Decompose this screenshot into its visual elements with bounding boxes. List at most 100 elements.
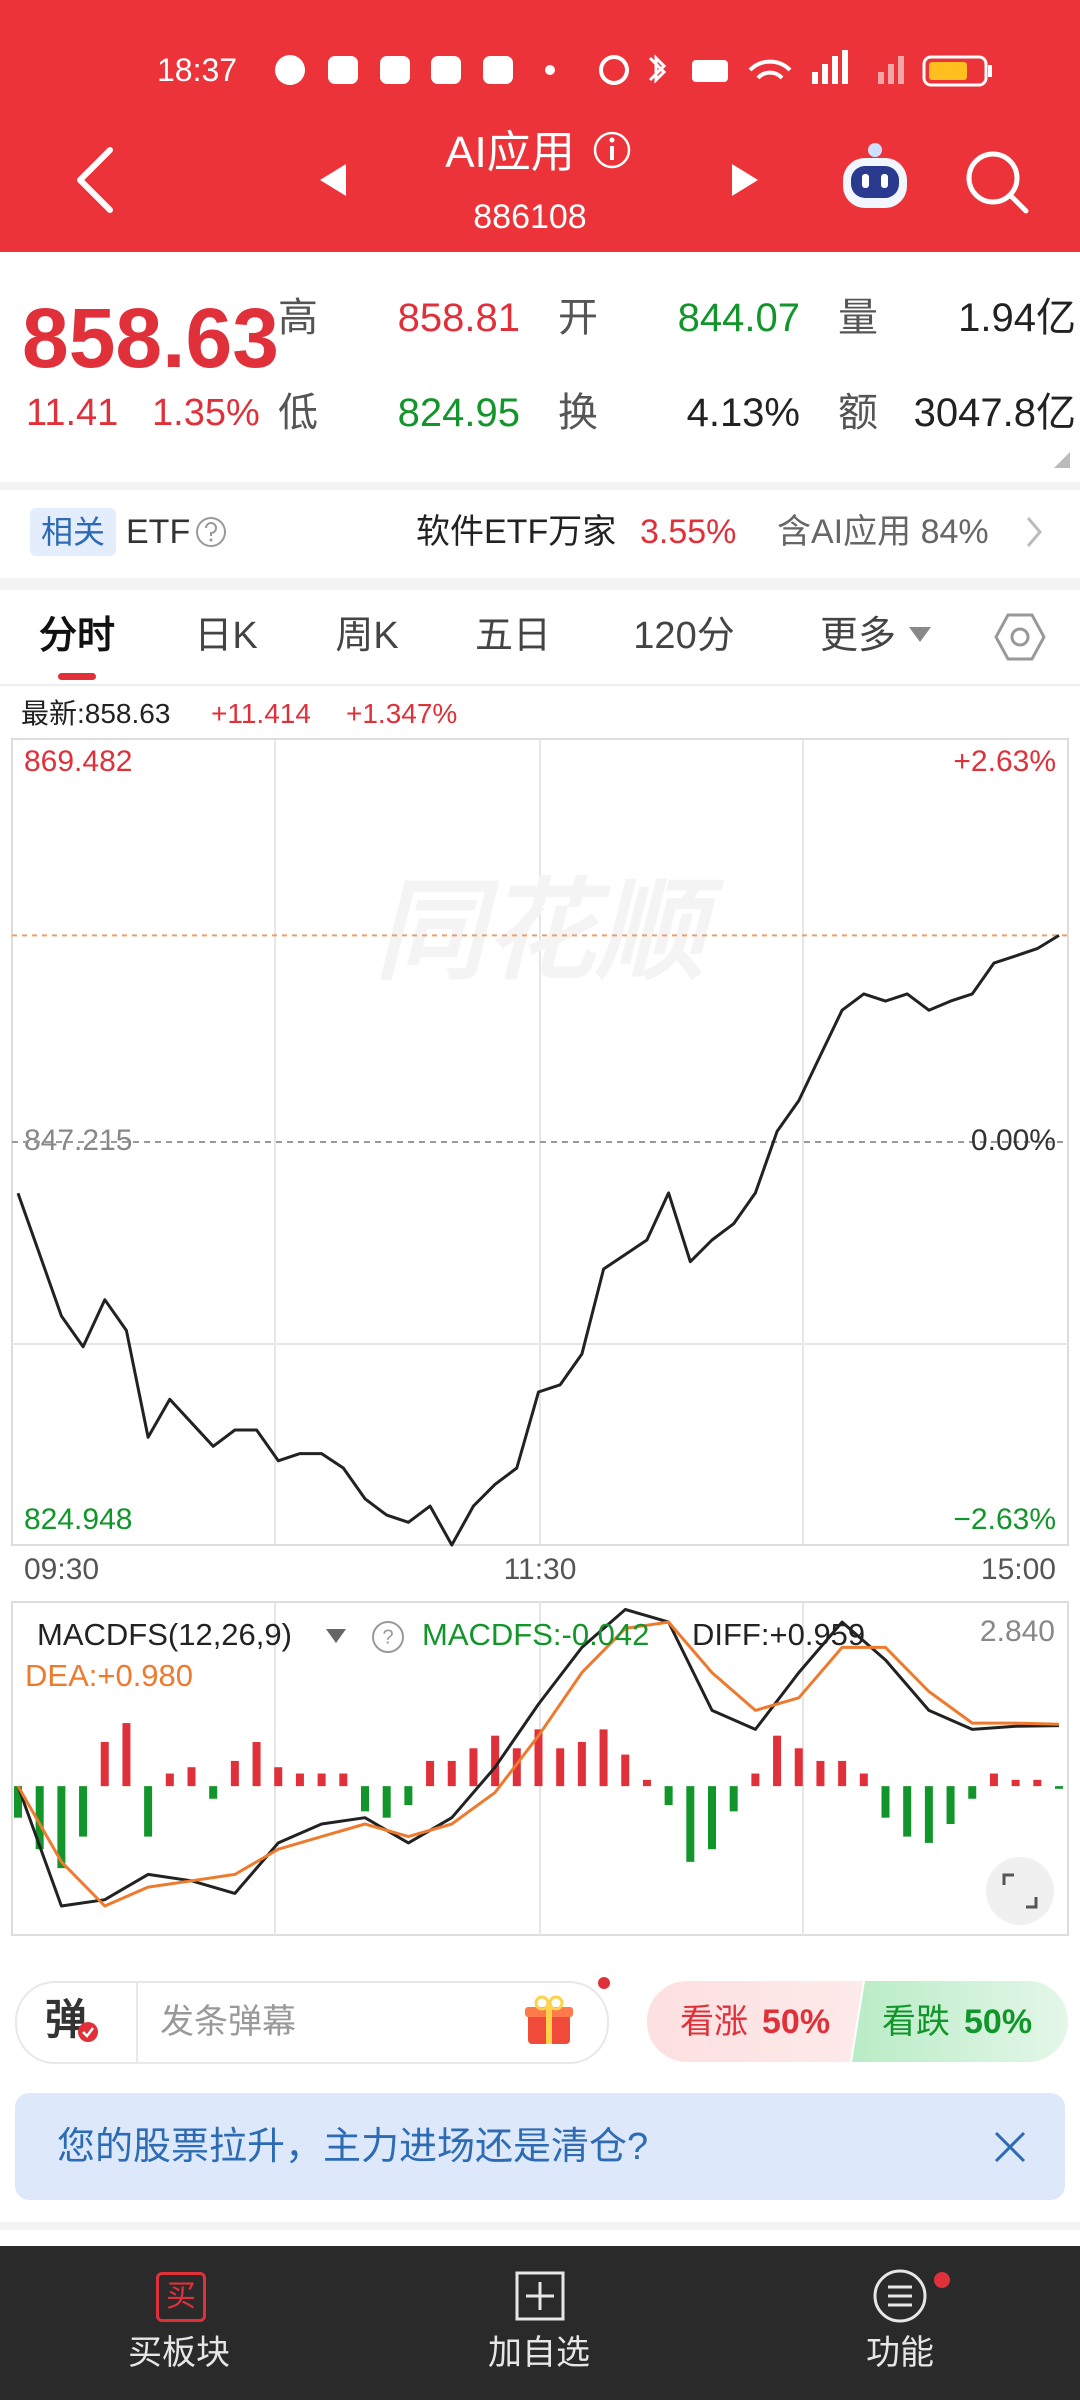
nav-icon-box bbox=[156, 2272, 206, 2322]
quote-value: 3047.8亿 bbox=[913, 391, 1076, 435]
macd-bar bbox=[187, 1767, 196, 1787]
y-tick-label: 847.215 bbox=[24, 1124, 132, 1157]
latest-change: +11.414 bbox=[211, 698, 311, 729]
tab[interactable]: 120分 bbox=[633, 615, 735, 657]
tab[interactable]: 周K bbox=[335, 615, 399, 657]
search-icon[interactable] bbox=[966, 151, 1020, 205]
macd-bar bbox=[968, 1786, 977, 1799]
nav-label[interactable]: 加自选 bbox=[488, 2334, 590, 2372]
y2-tick-label: −2.63% bbox=[953, 1503, 1056, 1536]
macd-bar bbox=[295, 1773, 304, 1787]
robot-icon[interactable] bbox=[843, 143, 907, 208]
next-button[interactable] bbox=[732, 164, 758, 196]
corner-mark bbox=[1054, 452, 1070, 468]
latest-pct: +1.347% bbox=[346, 698, 458, 729]
tab[interactable]: 更多 bbox=[819, 615, 897, 657]
macd-line bbox=[16, 1620, 1060, 1908]
quote-label: 额 bbox=[838, 391, 878, 435]
etf-badge-bg bbox=[30, 508, 116, 556]
danmaku-placeholder: 发条弹幕 bbox=[160, 2003, 296, 2041]
macd-bar bbox=[14, 1786, 22, 1818]
quote-change: 11.41 bbox=[26, 392, 119, 434]
macd-bar bbox=[252, 1741, 261, 1787]
bull-pct: 50% bbox=[762, 2003, 831, 2041]
macd-bar bbox=[209, 1786, 218, 1799]
macd-bar bbox=[1011, 1779, 1020, 1787]
macd-bar bbox=[794, 1748, 803, 1787]
quote-label: 开 bbox=[558, 296, 598, 340]
quote-label: 高 bbox=[278, 296, 318, 340]
macd-bar bbox=[79, 1786, 88, 1837]
macd-bar bbox=[469, 1748, 478, 1787]
y2-tick-label: +2.63% bbox=[953, 745, 1056, 778]
prev-button[interactable] bbox=[320, 164, 346, 196]
macd-bar bbox=[57, 1786, 66, 1869]
close-button[interactable] bbox=[992, 2129, 1028, 2165]
price-line-series bbox=[16, 934, 1060, 1547]
etf-pct: 3.55% bbox=[640, 513, 737, 551]
macd-bar bbox=[317, 1773, 326, 1787]
macd-bar bbox=[491, 1735, 500, 1787]
tab[interactable]: 日K bbox=[194, 615, 258, 657]
macd-bar bbox=[773, 1735, 782, 1787]
nav-icon: 买 bbox=[166, 2280, 196, 2313]
quote-value: 824.95 bbox=[397, 391, 520, 435]
quote-label: 低 bbox=[278, 391, 318, 435]
info-icon[interactable] bbox=[593, 131, 631, 169]
bull-button[interactable] bbox=[647, 1981, 863, 2062]
banner[interactable] bbox=[15, 2093, 1065, 2200]
macd-bar bbox=[577, 1741, 586, 1787]
macd-bar bbox=[556, 1748, 565, 1787]
macd-bar bbox=[165, 1773, 174, 1787]
macd-legend: MACDFS:-0.042 bbox=[422, 1617, 649, 1652]
bear-button[interactable] bbox=[852, 1981, 1068, 2062]
dropdown-arrow bbox=[909, 627, 931, 642]
macd-bar bbox=[339, 1773, 348, 1787]
macd-bar bbox=[838, 1760, 847, 1787]
macd-bar bbox=[534, 1729, 543, 1787]
macd-bar bbox=[1055, 1786, 1063, 1789]
etf-name[interactable]: 软件ETF万家 bbox=[416, 513, 617, 551]
macd-bar bbox=[447, 1760, 456, 1787]
macd-bar bbox=[144, 1786, 153, 1837]
macd-bar bbox=[274, 1767, 283, 1787]
separator bbox=[0, 482, 1080, 490]
nav-label[interactable]: 买板块 bbox=[128, 2334, 230, 2372]
y-tick-label: 869.482 bbox=[24, 745, 132, 778]
divider bbox=[0, 684, 1080, 686]
quote-value: 4.13% bbox=[686, 391, 800, 435]
quote-value: 844.07 bbox=[677, 296, 800, 340]
x-tick-label: 09:30 bbox=[24, 1553, 99, 1586]
charts: 同花顺 869.482 847.215 824.948 +2.63% 0.00% −2.6… bbox=[11, 738, 1069, 1936]
macd-bar bbox=[708, 1786, 716, 1850]
macd-bar bbox=[621, 1754, 630, 1787]
help-icon[interactable] bbox=[194, 515, 228, 549]
quote-change-pct: 1.35% bbox=[152, 392, 260, 434]
quote-label: 换 bbox=[558, 391, 598, 435]
back-button[interactable] bbox=[77, 147, 113, 213]
check-icon bbox=[78, 2022, 98, 2042]
nav-label[interactable]: 功能 bbox=[866, 2334, 934, 2372]
macd-bar bbox=[361, 1786, 369, 1812]
etf-label: ETF bbox=[126, 513, 191, 551]
tab-active[interactable]: 分时 bbox=[38, 615, 116, 657]
bull-label: 看涨 bbox=[680, 2003, 748, 2041]
tab[interactable]: 五日 bbox=[474, 615, 552, 657]
separator bbox=[0, 2222, 1080, 2230]
macd-bar bbox=[903, 1786, 912, 1837]
watermark: 同花顺 bbox=[375, 870, 725, 993]
x-tick-label: 11:30 bbox=[504, 1553, 577, 1586]
tab-underline bbox=[58, 673, 96, 680]
macd-bar bbox=[751, 1773, 760, 1787]
settings-icon[interactable] bbox=[994, 611, 1046, 663]
header-icons bbox=[77, 50, 1029, 214]
notify-dot bbox=[598, 1977, 610, 1989]
expand-button[interactable] bbox=[986, 1857, 1054, 1925]
gift-icon[interactable] bbox=[522, 1994, 576, 2048]
macd-bar bbox=[859, 1773, 868, 1787]
macd-bar bbox=[642, 1779, 651, 1787]
danmaku-input[interactable] bbox=[15, 1981, 609, 2064]
chevron[interactable] bbox=[1022, 514, 1046, 550]
dropdown-arrow bbox=[326, 1629, 346, 1643]
macd-bar bbox=[946, 1786, 955, 1824]
